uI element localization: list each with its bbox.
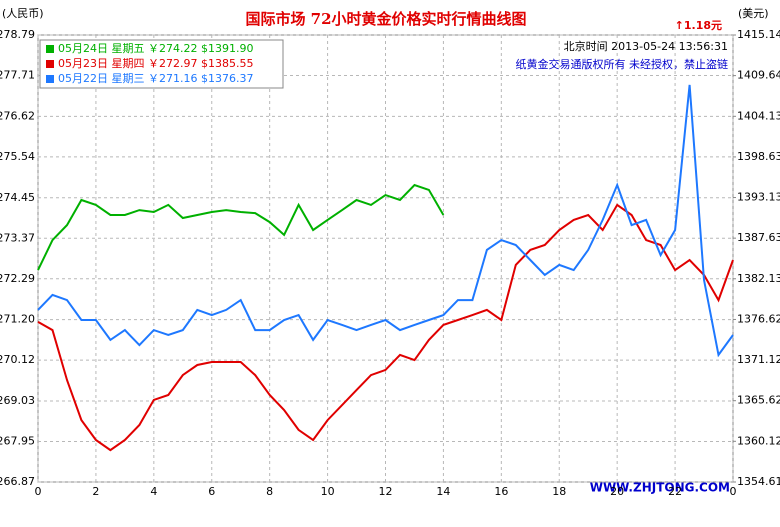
y-tick-label: 266.87 — [0, 475, 35, 488]
y2-tick-label: 1376.62 — [737, 312, 780, 325]
left-unit: (人民币) — [2, 7, 44, 20]
copyright: 纸黄金交易通版权所有 未经授权，禁止盗链 — [516, 57, 729, 71]
time-label: 北京时间 2013-05-24 13:56:31 — [564, 39, 728, 53]
y-tick-label: 277.71 — [0, 69, 35, 82]
y2-tick-label: 1365.62 — [737, 394, 780, 407]
legend-label: 05月23日 星期四 ￥272.97 $1385.55 — [58, 57, 253, 70]
y2-tick-label: 1409.64 — [737, 69, 780, 82]
x-tick-label: 12 — [379, 485, 393, 498]
y2-tick-label: 1354.61 — [737, 475, 780, 488]
watermark: WWW.ZHJTONG.COM — [590, 481, 730, 495]
x-tick-label: 4 — [150, 485, 157, 498]
y-tick-label: 270.12 — [0, 353, 35, 366]
legend-box — [39, 39, 284, 89]
series-line — [37, 183, 445, 271]
y2-tick-label: 1387.63 — [737, 231, 780, 244]
y2-tick-label: 1360.12 — [737, 434, 780, 447]
y2-tick-label: 1415.14 — [737, 28, 780, 41]
y2-tick-label: 1371.12 — [737, 353, 780, 366]
y2-tick-label: 1398.63 — [737, 150, 780, 163]
right-unit: (美元) — [738, 7, 769, 20]
y-tick-label: 273.37 — [0, 231, 35, 244]
x-tick-label: 20 — [610, 485, 624, 498]
y-tick-label: 275.54 — [0, 150, 35, 163]
legend-swatch — [46, 75, 54, 83]
chart-title: 国际市场 72小时黄金价格实时行情曲线图 — [245, 10, 526, 28]
y-tick-label: 269.03 — [0, 394, 35, 407]
legend-label: 05月22日 星期三 ￥271.16 $1376.37 — [58, 72, 253, 85]
y-tick-label: 274.45 — [0, 191, 35, 204]
legend-swatch — [46, 45, 54, 53]
change-label: ↑1.18元 — [675, 19, 722, 32]
x-tick-label: 2 — [92, 485, 99, 498]
x-tick-label: 8 — [266, 485, 273, 498]
x-tick-label: 6 — [208, 485, 215, 498]
y2-tick-label: 1382.13 — [737, 272, 780, 285]
y2-tick-label: 1393.13 — [737, 191, 780, 204]
series-line — [37, 203, 734, 452]
x-tick-label: 18 — [552, 485, 566, 498]
y2-tick-label: 1404.13 — [737, 109, 780, 122]
y-tick-label: 272.29 — [0, 272, 35, 285]
x-tick-label: 14 — [436, 485, 450, 498]
x-tick-label: 16 — [494, 485, 508, 498]
y-tick-label: 276.62 — [0, 109, 35, 122]
y-tick-label: 267.95 — [0, 435, 35, 448]
y-tick-label: 271.20 — [0, 313, 35, 326]
x-tick-label: 0 — [35, 485, 42, 498]
x-tick-label: 22 — [668, 485, 682, 498]
y-tick-label: 278.79 — [0, 28, 35, 41]
series-line — [37, 84, 734, 358]
legend-swatch — [46, 60, 54, 68]
x-tick-label: 0 — [730, 485, 737, 498]
x-tick-label: 10 — [321, 485, 335, 498]
legend-label: 05月24日 星期五 ￥274.22 $1391.90 — [58, 42, 253, 55]
